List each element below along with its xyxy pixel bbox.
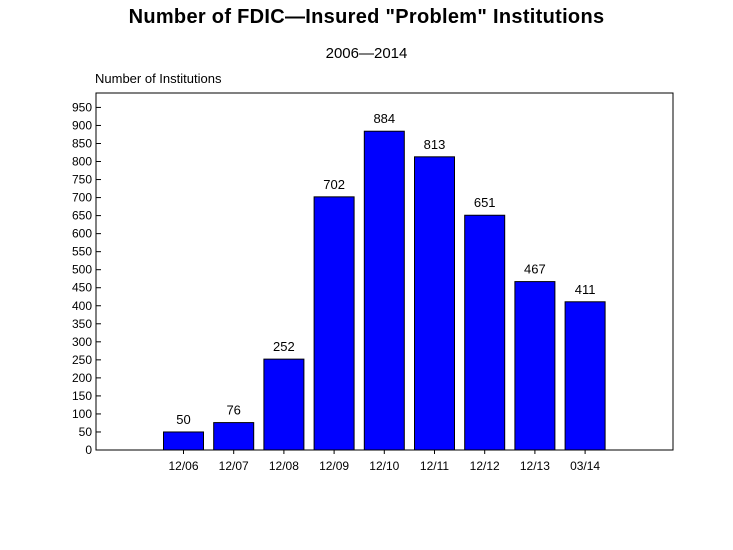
x-tick-label: 12/13	[520, 459, 550, 473]
y-tick-label: 850	[72, 136, 92, 150]
bar	[213, 422, 255, 451]
y-tick-label: 100	[72, 407, 92, 421]
y-tick-label: 250	[72, 353, 92, 367]
y-tick-label: 200	[72, 371, 92, 385]
y-tick-label: 800	[72, 155, 92, 169]
x-tick-label: 12/06	[168, 459, 198, 473]
y-tick-label: 600	[72, 227, 92, 241]
y-tick-label: 550	[72, 245, 92, 259]
bar	[514, 281, 556, 451]
y-tick-label: 700	[72, 191, 92, 205]
y-tick-label: 750	[72, 173, 92, 187]
y-tick-label: 950	[72, 100, 92, 114]
x-tick-label: 12/10	[369, 459, 399, 473]
x-tick-label: 12/09	[319, 459, 349, 473]
data-label: 467	[524, 262, 546, 277]
bar	[363, 130, 405, 451]
data-label: 50	[176, 412, 190, 427]
data-label: 76	[226, 403, 240, 418]
chart-title: Number of FDIC—Insured "Problem" Institu…	[128, 6, 605, 28]
x-tick-label: 03/14	[570, 459, 600, 473]
data-label: 651	[474, 195, 496, 210]
y-tick-label: 300	[72, 335, 92, 349]
y-tick-label: 150	[72, 389, 92, 403]
bar	[263, 358, 305, 451]
data-label: 411	[575, 282, 596, 297]
bar	[163, 431, 204, 451]
bar	[464, 214, 506, 451]
y-tick-label: 500	[72, 263, 92, 277]
y-tick-label: 900	[72, 118, 92, 132]
data-label: 252	[273, 339, 295, 354]
x-tick-label: 12/11	[420, 459, 449, 473]
chart-subtitle: 2006—2014	[325, 45, 408, 62]
y-tick-label: 450	[72, 281, 92, 295]
y-axis-label: Number of Institutions	[95, 71, 222, 86]
x-tick-label: 12/12	[470, 459, 500, 473]
y-tick-label: 350	[72, 317, 92, 331]
y-tick-label: 650	[72, 209, 92, 223]
y-tick-label: 50	[79, 425, 93, 439]
bar	[414, 156, 455, 451]
x-tick-label: 12/08	[269, 459, 299, 473]
data-label: 702	[323, 177, 345, 192]
data-label: 813	[424, 137, 446, 152]
x-tick-label: 12/07	[219, 459, 249, 473]
data-label: 884	[373, 111, 395, 126]
y-tick-label: 400	[72, 299, 92, 313]
y-tick-label: 0	[85, 443, 92, 457]
bar	[564, 301, 606, 451]
bar	[313, 196, 355, 451]
